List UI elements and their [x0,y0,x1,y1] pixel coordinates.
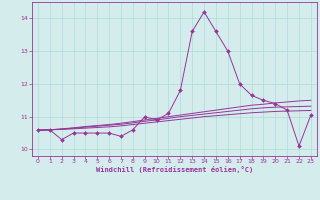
X-axis label: Windchill (Refroidissement éolien,°C): Windchill (Refroidissement éolien,°C) [96,166,253,173]
